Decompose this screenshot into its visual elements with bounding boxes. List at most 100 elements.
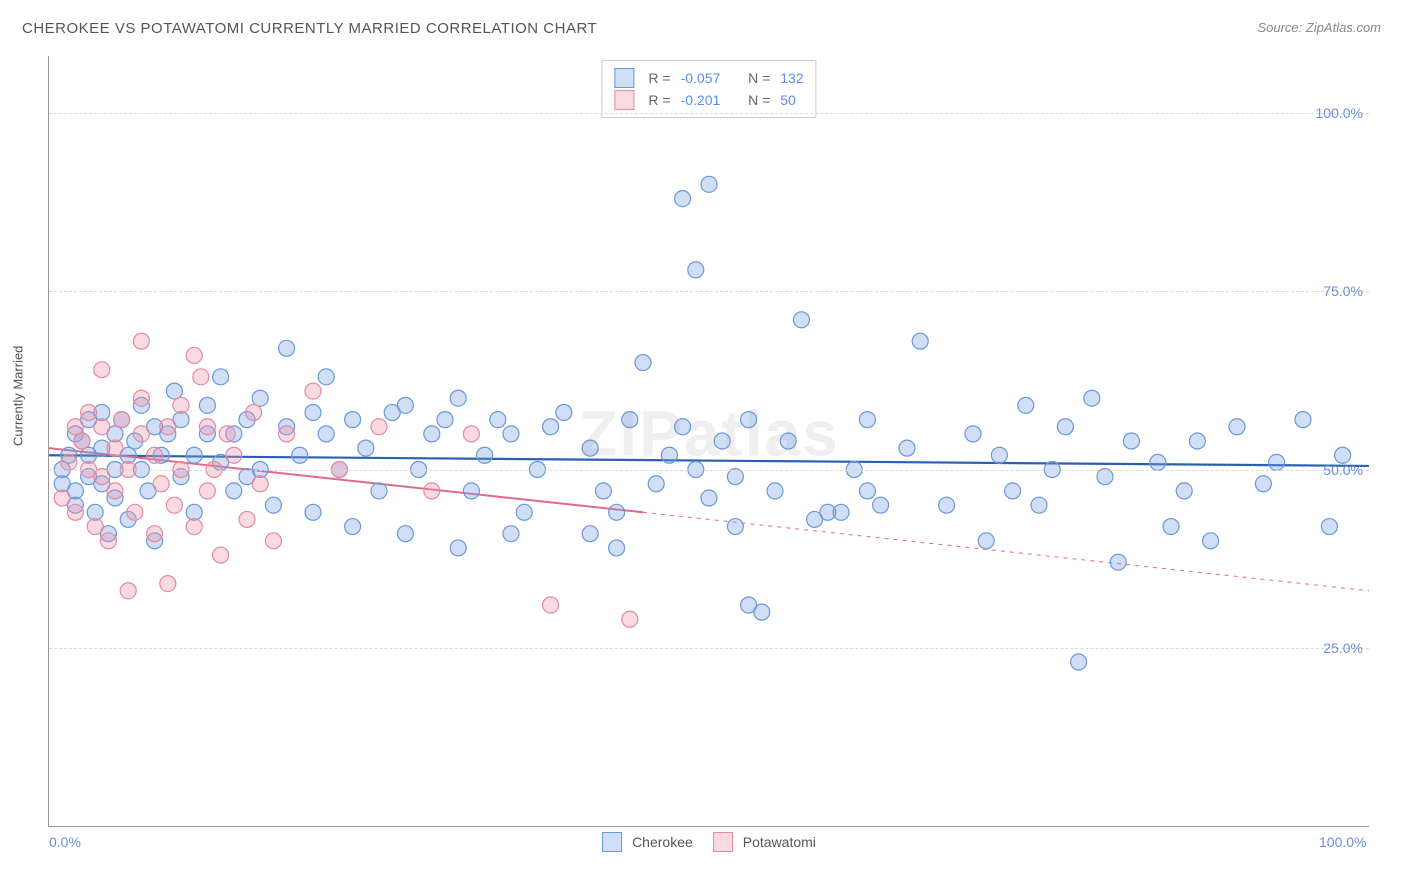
data-point <box>912 333 928 349</box>
data-point <box>67 419 83 435</box>
gridline <box>49 648 1369 649</box>
data-point <box>133 333 149 349</box>
data-point <box>1018 397 1034 413</box>
data-point <box>424 483 440 499</box>
data-point <box>114 412 130 428</box>
data-point <box>226 483 242 499</box>
data-point <box>701 490 717 506</box>
data-point <box>595 483 611 499</box>
y-tick-label: 100.0% <box>1316 105 1363 121</box>
data-point <box>186 504 202 520</box>
data-point <box>265 497 281 513</box>
data-point <box>199 419 215 435</box>
data-point <box>635 355 651 371</box>
data-point <box>622 611 638 627</box>
data-point <box>609 504 625 520</box>
data-point <box>1005 483 1021 499</box>
x-tick-label: 0.0% <box>49 834 81 850</box>
data-point <box>166 383 182 399</box>
data-point <box>318 369 334 385</box>
data-point <box>61 454 77 470</box>
data-point <box>675 419 691 435</box>
data-point <box>450 540 466 556</box>
data-point <box>193 369 209 385</box>
data-point <box>780 433 796 449</box>
data-point <box>81 404 97 420</box>
data-point <box>133 390 149 406</box>
data-point <box>147 526 163 542</box>
data-point <box>648 476 664 492</box>
data-point <box>371 483 387 499</box>
data-point <box>543 419 559 435</box>
data-point <box>859 412 875 428</box>
data-point <box>873 497 889 513</box>
data-point <box>503 426 519 442</box>
data-point <box>477 447 493 463</box>
data-point <box>727 519 743 535</box>
data-point <box>94 362 110 378</box>
data-point <box>397 397 413 413</box>
data-point <box>153 476 169 492</box>
scatter-svg <box>49 56 1369 826</box>
data-point <box>87 504 103 520</box>
trend-line-dashed <box>643 512 1369 590</box>
data-point <box>292 447 308 463</box>
data-point <box>1057 419 1073 435</box>
data-point <box>226 447 242 463</box>
data-point <box>1097 469 1113 485</box>
data-point <box>186 519 202 535</box>
data-point <box>688 262 704 278</box>
data-point <box>279 340 295 356</box>
data-point <box>74 433 90 449</box>
data-point <box>437 412 453 428</box>
data-point <box>239 511 255 527</box>
data-point <box>219 426 235 442</box>
legend-item-potawatomi: Potawatomi <box>713 832 816 852</box>
data-point <box>133 426 149 442</box>
data-point <box>675 191 691 207</box>
plot-area: ZIPatlas R = -0.057 N = 132 R = -0.201 N… <box>48 56 1369 827</box>
source-label: Source: ZipAtlas.com <box>1257 20 1381 35</box>
data-point <box>173 397 189 413</box>
data-point <box>358 440 374 456</box>
data-point <box>186 447 202 463</box>
data-point <box>246 404 262 420</box>
data-point <box>543 597 559 613</box>
data-point <box>305 383 321 399</box>
data-point <box>305 504 321 520</box>
data-point <box>67 504 83 520</box>
data-point <box>503 526 519 542</box>
data-point <box>978 533 994 549</box>
data-point <box>582 440 598 456</box>
data-point <box>371 419 387 435</box>
data-point <box>463 426 479 442</box>
data-point <box>107 483 123 499</box>
data-point <box>1229 419 1245 435</box>
data-point <box>1110 554 1126 570</box>
data-point <box>556 404 572 420</box>
data-point <box>166 497 182 513</box>
legend-item-cherokee: Cherokee <box>602 832 693 852</box>
data-point <box>622 412 638 428</box>
data-point <box>160 576 176 592</box>
data-point <box>1203 533 1219 549</box>
trend-line <box>49 455 1369 466</box>
data-point <box>120 583 136 599</box>
y-axis-label: Currently Married <box>11 346 26 446</box>
gridline <box>49 113 1369 114</box>
data-point <box>94 419 110 435</box>
data-point <box>450 390 466 406</box>
data-point <box>345 412 361 428</box>
data-point <box>1071 654 1087 670</box>
data-point <box>1321 519 1337 535</box>
data-point <box>899 440 915 456</box>
data-point <box>160 419 176 435</box>
gridline <box>49 291 1369 292</box>
data-point <box>1269 454 1285 470</box>
data-point <box>767 483 783 499</box>
data-point <box>199 397 215 413</box>
data-point <box>833 504 849 520</box>
data-point <box>991 447 1007 463</box>
data-point <box>490 412 506 428</box>
data-point <box>741 412 757 428</box>
